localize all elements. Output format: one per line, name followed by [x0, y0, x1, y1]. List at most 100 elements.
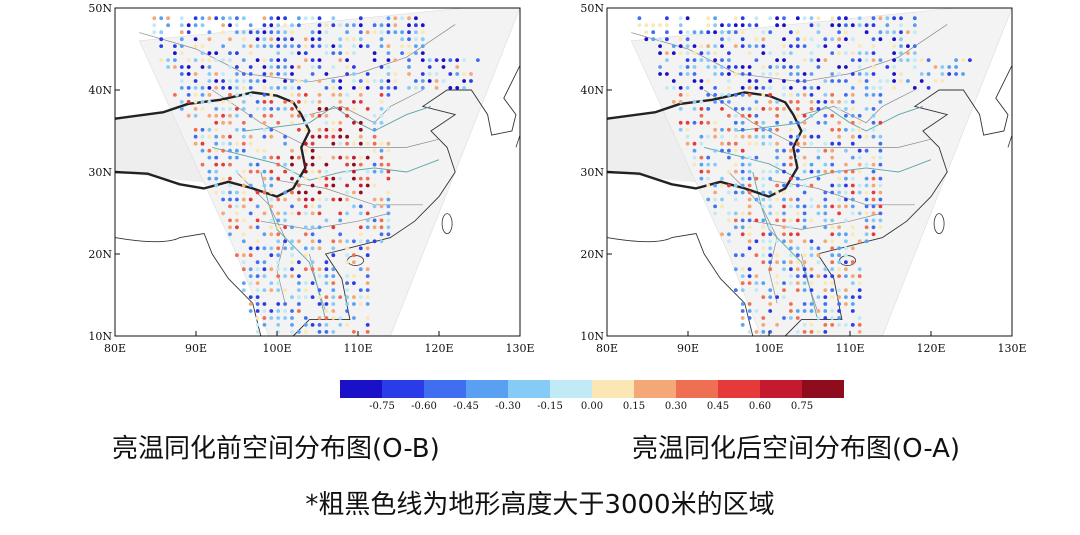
- observation-dot: [727, 232, 731, 237]
- observation-dot: [892, 72, 896, 76]
- observation-dot: [823, 37, 828, 42]
- observation-dot: [262, 211, 267, 216]
- observation-dot: [427, 72, 432, 76]
- observation-dot: [386, 197, 391, 202]
- observation-dot: [727, 127, 731, 132]
- observation-dot: [816, 204, 821, 209]
- observation-dot: [816, 211, 821, 216]
- y-tick-label: 50N: [88, 2, 112, 15]
- observation-dot: [678, 72, 683, 76]
- observation-dot: [740, 72, 745, 76]
- observation-dot: [235, 93, 239, 97]
- observation-dot: [365, 155, 370, 160]
- observation-dot: [262, 288, 267, 292]
- observation-dot: [235, 23, 239, 28]
- observation-dot: [678, 107, 683, 111]
- observation-dot: [816, 86, 821, 90]
- observation-dot: [338, 295, 343, 299]
- observation-dot: [699, 51, 704, 55]
- observation-dot: [782, 288, 786, 292]
- observation-dot: [844, 323, 848, 327]
- observation-dot: [262, 316, 267, 320]
- observation-dot: [166, 23, 170, 28]
- observation-dot: [782, 148, 786, 153]
- observation-dot: [775, 65, 779, 69]
- observation-dot: [844, 218, 848, 223]
- observation-dot: [462, 86, 466, 90]
- observation-dot: [262, 155, 267, 160]
- observation-dot: [864, 211, 869, 216]
- admin-border: [139, 24, 456, 83]
- observation-dot: [761, 295, 766, 299]
- observation-dot: [782, 197, 786, 202]
- observation-dot: [303, 113, 308, 118]
- observation-dot: [352, 79, 356, 83]
- observation-dot: [420, 44, 425, 48]
- observation-dot: [809, 218, 814, 223]
- observation-dot: [297, 100, 301, 104]
- observation-dot: [200, 93, 205, 97]
- observation-dot: [665, 86, 669, 90]
- observation-dot: [352, 302, 356, 306]
- observation-dot: [809, 274, 814, 278]
- observation-dot: [747, 267, 752, 272]
- observation-dot: [297, 44, 301, 48]
- observation-dot: [775, 218, 779, 223]
- observation-dot: [768, 134, 773, 139]
- observation-dot: [193, 107, 198, 111]
- observation-dot: [441, 65, 446, 69]
- observation-dot: [159, 37, 164, 42]
- observation-dot: [837, 309, 841, 313]
- caption-before: 亮温同化前空间分布图(O-B): [112, 434, 440, 464]
- observation-dot: [850, 23, 855, 28]
- observation-dot: [338, 127, 343, 132]
- observation-dot: [809, 267, 814, 272]
- observation-dot: [193, 23, 198, 28]
- observation-dot: [276, 323, 281, 327]
- x-tick-label: 100E: [262, 342, 291, 355]
- observation-dot: [727, 239, 731, 244]
- terrain-3000m-contour: [606, 91, 803, 198]
- observation-dot: [317, 134, 322, 139]
- observation-dot: [303, 253, 308, 258]
- observation-dot: [338, 232, 343, 237]
- observation-dot: [782, 58, 786, 62]
- observation-dot: [727, 211, 731, 216]
- observation-dot: [338, 107, 343, 111]
- observation-dot: [795, 330, 800, 334]
- observation-dot: [324, 295, 329, 299]
- observation-dot: [303, 232, 308, 237]
- observation-dot: [358, 183, 363, 188]
- observation-dot: [379, 93, 384, 97]
- observation-dot: [262, 37, 267, 42]
- observation-dot: [214, 72, 219, 76]
- observation-dot: [365, 218, 370, 223]
- observation-dot: [844, 274, 848, 278]
- observation-dot: [795, 197, 800, 202]
- observation-dot: [372, 134, 377, 139]
- observation-dot: [816, 274, 821, 278]
- observation-dot: [906, 58, 910, 62]
- observation-dot: [303, 246, 308, 251]
- observation-dot: [871, 232, 876, 237]
- observation-dot: [358, 162, 363, 167]
- observation-dot: [789, 141, 793, 146]
- observation-dot: [809, 281, 814, 285]
- observation-dot: [345, 246, 349, 251]
- observation-dot: [857, 155, 862, 160]
- observation-dot: [747, 197, 752, 202]
- observation-dot: [713, 30, 717, 35]
- observation-dot: [747, 302, 752, 306]
- observation-dot: [269, 127, 274, 132]
- observation-dot: [685, 58, 690, 62]
- observation-dot: [179, 51, 184, 55]
- observation-dot: [864, 183, 869, 188]
- observation-dot: [221, 16, 226, 21]
- river: [752, 171, 819, 320]
- observation-dot: [303, 93, 308, 97]
- observation-dot: [768, 141, 773, 146]
- observation-dot: [352, 281, 356, 285]
- observation-dot: [262, 65, 267, 69]
- observation-dot: [802, 169, 807, 174]
- observation-dot: [823, 302, 828, 306]
